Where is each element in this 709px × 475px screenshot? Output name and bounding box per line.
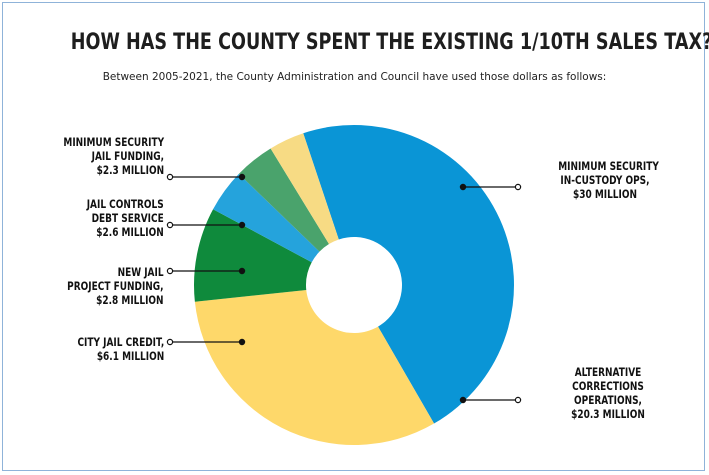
slice-label: MINIMUM SECURITY IN-CUSTODY OPS, $30 MILLI… — [558, 159, 659, 201]
label-connector-dot — [166, 267, 174, 275]
slice-label-line: $30 MILLION — [572, 187, 638, 201]
slice-label-line: PROJECT FUNDING, — [67, 279, 164, 293]
slice-label: CITY JAIL CREDIT, $6.1 MILLION — [77, 335, 164, 363]
label-connector-dot — [238, 173, 246, 181]
label-connector-dot — [166, 173, 174, 181]
slice-label-line: $2.8 MILLION — [96, 293, 164, 307]
slice-label: JAIL CONTROLS DEBT SERVICE $2.6 MILLION — [87, 197, 164, 239]
label-connector-dot — [238, 338, 246, 346]
slice-label-line: IN-CUSTODY OPS, — [560, 173, 650, 187]
label-connector-dot — [459, 396, 467, 404]
slice-label-line: ALTERNATIVE — [574, 365, 642, 379]
slice-label-line: $6.1 MILLION — [96, 349, 164, 363]
slice-label-line: OPERATIONS, — [574, 393, 642, 407]
slice-label-line: $2.3 MILLION — [96, 163, 164, 177]
slice-label: NEW JAIL PROJECT FUNDING, $2.8 MILLION — [68, 265, 164, 307]
slice-label: ALTERNATIVE CORRECTIONS OPERATIONS, $20.3 M… — [561, 365, 655, 421]
slice-new-jail-project — [213, 173, 320, 263]
slice-jail-controls-debt — [238, 148, 329, 252]
chart-title: HOW HAS THE COUNTY SPENT THE EXISTING 1/… — [70, 30, 709, 55]
label-connector-dot — [459, 183, 467, 191]
slice-alternative-corrections — [194, 290, 435, 445]
slice-label: MINIMUM SECURITY JAIL FUNDING, $2.3 MILLIO… — [63, 135, 164, 177]
slice-label-line: NEW JAIL — [118, 265, 164, 279]
label-connector-dot — [238, 221, 246, 229]
slice-label-line: $2.6 MILLION — [96, 225, 164, 239]
slice-min-security-jail-funding — [270, 133, 339, 245]
slice-label-line: CORRECTIONS — [572, 379, 644, 393]
chart-subtitle: Between 2005-2021, the County Administra… — [102, 71, 607, 83]
slice-city-jail-credit — [194, 209, 312, 302]
slice-label-line: $20.3 MILLION — [571, 407, 645, 421]
label-connector-dot — [238, 267, 246, 275]
label-connector-dot — [166, 338, 174, 346]
label-connector-dot — [166, 221, 174, 229]
slice-label-line: JAIL CONTROLS — [86, 197, 164, 211]
slice-label-line: MINIMUM SECURITY — [558, 159, 659, 173]
slice-in-custody-ops — [303, 125, 514, 424]
label-connector-dot — [514, 183, 522, 191]
slice-label-line: CITY JAIL CREDIT, — [77, 335, 164, 349]
slice-label-line: MINIMUM SECURITY — [63, 135, 164, 149]
slice-label-line: JAIL FUNDING, — [91, 149, 164, 163]
slice-label-line: DEBT SERVICE — [91, 211, 164, 225]
label-connector-dot — [514, 396, 522, 404]
